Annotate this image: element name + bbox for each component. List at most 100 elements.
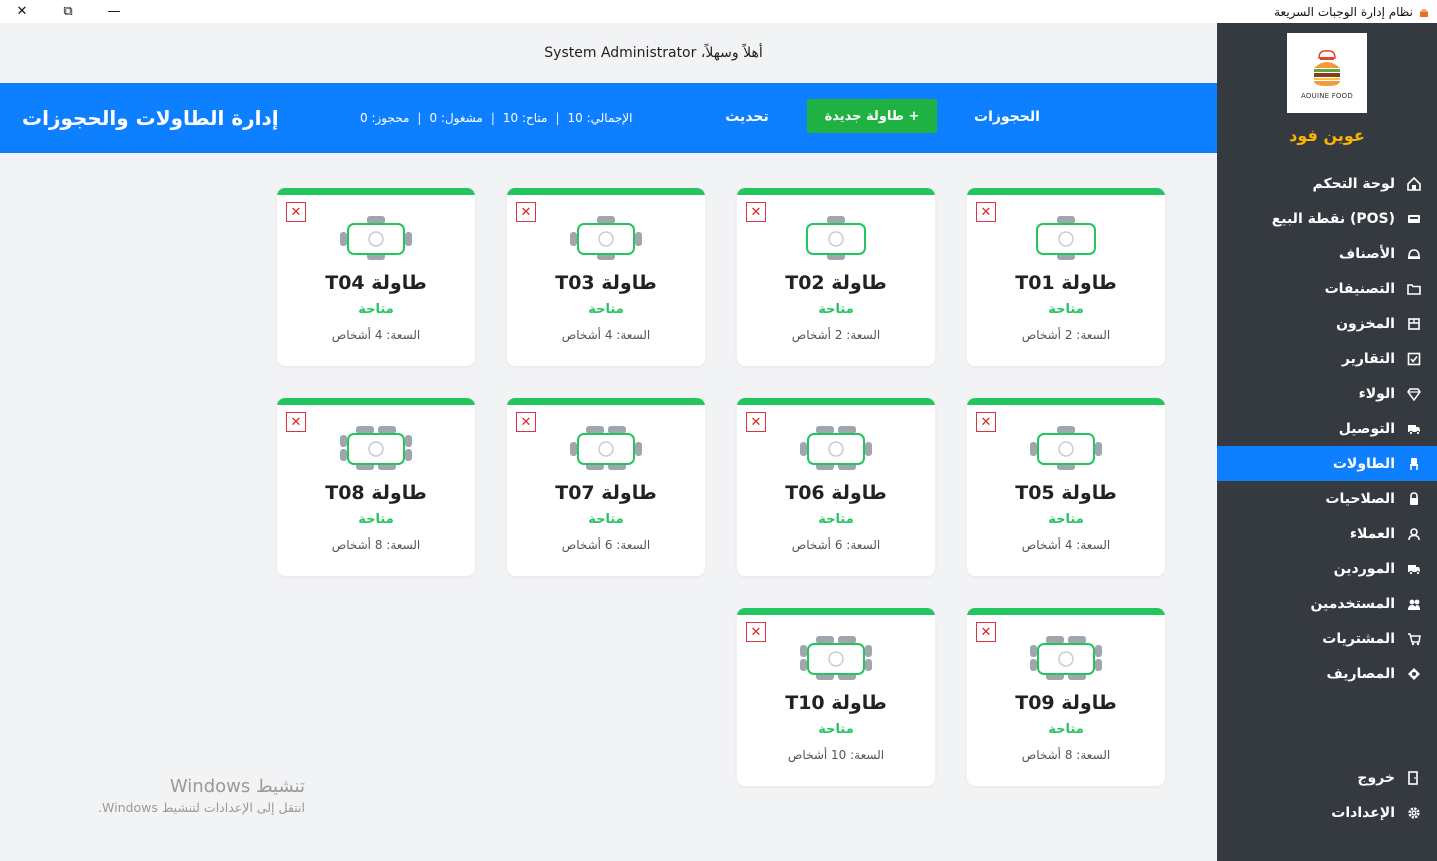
table-capacity: السعة: 2 أشخاص [791,328,881,342]
sidebar-item-label: العملاء [1349,525,1395,542]
table-seating-icon [796,628,876,688]
logout-icon [1407,770,1421,785]
sidebar-item-label: المشتريات [1322,630,1395,647]
stat-separator: | [490,111,495,125]
table-card[interactable]: ✕ طاولة T06 متاحة السعة: 6 أشخاص [737,398,935,576]
stat-reserved: محجوز: 0 [360,111,410,125]
sidebar-item-label: الموردين [1333,560,1395,577]
window-close-button[interactable]: ✕ [16,4,28,19]
sidebar-item-1[interactable]: لوحة التحكم [1217,166,1437,201]
table-capacity: السعة: 2 أشخاص [1021,328,1111,342]
sidebar-item-7[interactable]: الولاء [1217,376,1437,411]
table-card[interactable]: ✕ طاولة T03 متاحة السعة: 4 أشخاص [507,188,705,366]
delete-table-button[interactable]: ✕ [746,412,766,432]
table-status: متاحة [588,302,624,317]
sidebar-item-3[interactable]: الأصناف [1217,236,1437,271]
table-card[interactable]: ✕ طاولة T01 متاحة السعة: 2 أشخاص [967,188,1165,366]
check-square-icon [1407,352,1421,366]
sidebar-item-label: الطاولات [1332,455,1395,472]
table-card[interactable]: ✕ طاولة T02 متاحة السعة: 2 أشخاص [737,188,935,366]
sidebar-item-10[interactable]: الصلاحيات [1217,481,1437,516]
status-bar [277,188,475,195]
stat-separator: | [417,111,422,125]
truck-icon [1407,422,1421,436]
table-card[interactable]: ✕ طاولة T07 متاحة السعة: 6 أشخاص [507,398,705,576]
window-minimize-button[interactable]: — [107,4,121,19]
brand-logo: AOUINE FOOD [1287,33,1367,113]
watermark-subtitle: انتقل إلى الإعدادات لتنشيط Windows. [98,800,305,815]
sidebar-item-15[interactable]: المصاريف [1217,656,1437,691]
window-title-text: نظام إدارة الوجبات السريعة [1274,4,1413,19]
table-seating-icon [796,208,876,268]
sidebar-item-11[interactable]: العملاء [1217,516,1437,551]
user-icon [1407,527,1421,541]
window-maximize-button[interactable]: ⧉ [63,4,73,19]
sidebar-item-6[interactable]: التقارير [1217,341,1437,376]
welcome-text: أهلاً وسهلاً، System Administrator [544,45,763,61]
delete-table-button[interactable]: ✕ [746,202,766,222]
sidebar-item-label: الصلاحيات [1325,490,1395,507]
sidebar-item-2[interactable]: نقطة البيع (POS) [1217,201,1437,236]
stat-total: الإجمالي: 10 [567,111,633,125]
sidebar-item-label: الإعدادات [1331,804,1395,821]
delete-table-button[interactable]: ✕ [976,202,996,222]
gem-icon [1407,387,1421,401]
table-name: طاولة T02 [785,272,887,294]
status-bar [737,608,935,615]
table-card[interactable]: ✕ طاولة T09 متاحة السعة: 8 أشخاص [967,608,1165,786]
reservations-button[interactable]: الحجوزات [974,109,1040,125]
table-capacity: السعة: 4 أشخاص [1021,538,1111,552]
sidebar-item-5[interactable]: المخزون [1217,306,1437,341]
sidebar-item-14[interactable]: المشتريات [1217,621,1437,656]
sidebar-item-4[interactable]: التصنيفات [1217,271,1437,306]
delete-table-button[interactable]: ✕ [746,622,766,642]
new-table-button[interactable]: + طاولة جديدة [807,99,937,133]
status-bar [737,188,935,195]
sidebar-item-2[interactable]: الإعدادات [1217,795,1437,830]
sidebar-item-label: التصنيفات [1324,280,1395,297]
table-capacity: السعة: 4 أشخاص [331,328,421,342]
cart-icon [1407,632,1421,646]
delete-table-button[interactable]: ✕ [286,202,306,222]
folder-icon [1407,282,1421,296]
table-card[interactable]: ✕ طاولة T05 متاحة السعة: 4 أشخاص [967,398,1165,576]
table-name: طاولة T06 [785,482,887,504]
sidebar-item-8[interactable]: التوصيل [1217,411,1437,446]
table-capacity: السعة: 8 أشخاص [331,538,421,552]
home-icon [1407,176,1421,191]
sidebar-item-label: المصاريف [1326,665,1395,682]
refresh-button[interactable]: تحديث [725,109,769,125]
table-card[interactable]: ✕ طاولة T08 متاحة السعة: 8 أشخاص [277,398,475,576]
sidebar-item-9[interactable]: الطاولات [1217,446,1437,481]
table-capacity: السعة: 6 أشخاص [791,538,881,552]
register-icon [1407,212,1421,226]
delete-table-button[interactable]: ✕ [516,412,536,432]
sidebar-item-12[interactable]: الموردين [1217,551,1437,586]
table-status: متاحة [358,512,394,527]
sidebar-item-1[interactable]: خروج [1217,760,1437,795]
windows-activation-watermark: تنشيط Windows انتقل إلى الإعدادات لتنشيط… [60,776,305,815]
chair-icon [1407,457,1421,471]
table-capacity: السعة: 8 أشخاص [1021,748,1111,762]
status-bar [967,608,1165,615]
sidebar-bottom-nav: خروج الإعدادات [1217,760,1437,830]
table-name: طاولة T07 [555,482,657,504]
status-bar [507,188,705,195]
sidebar-item-label: الولاء [1358,385,1395,402]
delete-table-button[interactable]: ✕ [976,412,996,432]
delete-table-button[interactable]: ✕ [286,412,306,432]
table-card[interactable]: ✕ طاولة T10 متاحة السعة: 10 أشخاص [737,608,935,786]
table-name: طاولة T10 [785,692,887,714]
status-bar [507,398,705,405]
money-icon [1407,667,1421,681]
table-status: متاحة [588,512,624,527]
table-card[interactable]: ✕ طاولة T04 متاحة السعة: 4 أشخاص [277,188,475,366]
delete-table-button[interactable]: ✕ [976,622,996,642]
table-status: متاحة [1048,302,1084,317]
stat-separator: | [555,111,560,125]
table-status: متاحة [1048,722,1084,737]
delete-table-button[interactable]: ✕ [516,202,536,222]
table-name: طاولة T05 [1015,482,1117,504]
table-status: متاحة [818,722,854,737]
sidebar-item-13[interactable]: المستخدمين [1217,586,1437,621]
